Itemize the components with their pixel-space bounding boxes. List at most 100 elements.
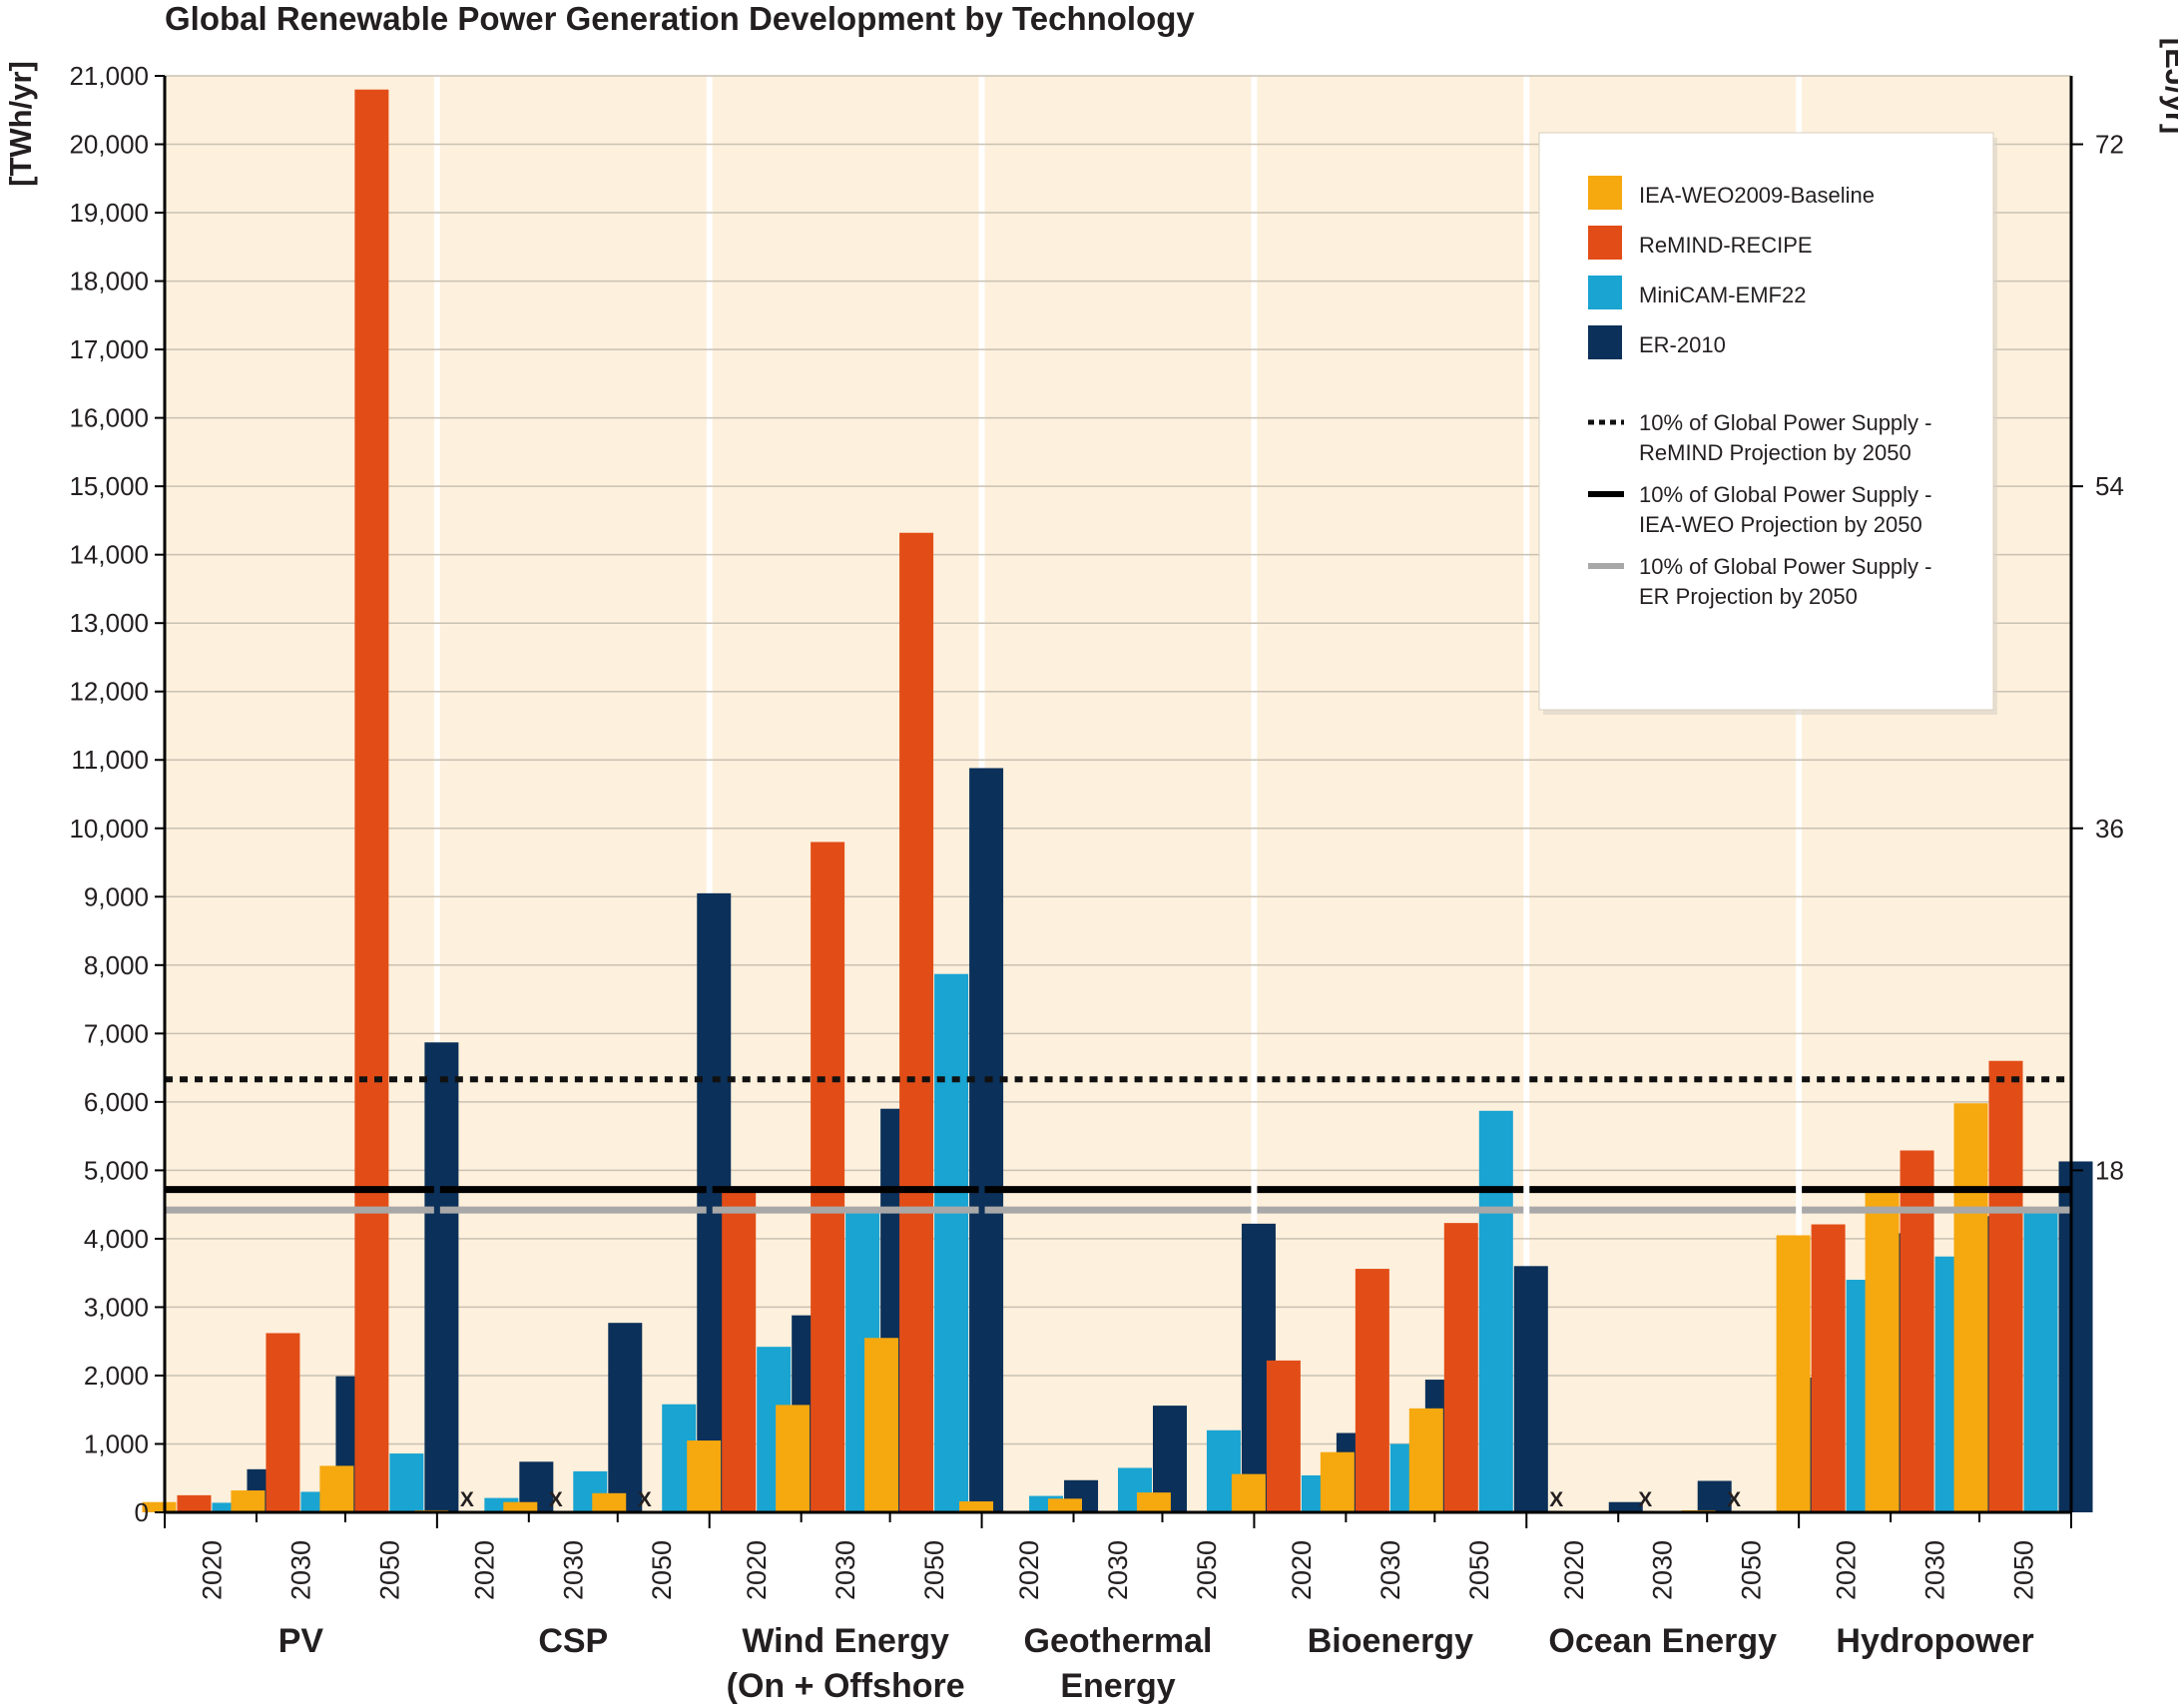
bar-minicam-emf22-bioenergy-2050 [1478,1110,1513,1512]
bar-remind-recipe-pv-2020 [177,1494,212,1512]
year-label-2020: 2020 [1287,1540,1317,1600]
reference-lines [165,1076,2071,1214]
y-tick-label-left: 17,000 [69,334,149,364]
legend-swatch-iea-weo2009-baseline [1588,176,1622,210]
legend-label-reference-line: ER Projection by 2050 [1639,584,1858,609]
legend: IEA-WEO2009-Baseline ReMIND-RECIPE MiniCAM… [1538,132,1997,715]
year-label-2050: 2050 [2009,1540,2039,1600]
group-label-geothermal: Geothermal [1024,1622,1213,1660]
year-label-2050: 2050 [374,1540,404,1600]
y-tick-label-left: 11,000 [71,745,149,775]
y-axis-label-right: [EJ/yr] [2159,38,2178,134]
y-tick-label-left: 21,000 [69,61,149,91]
year-label-2030: 2030 [1103,1540,1133,1600]
bar-iea-weo2009-baseline-hydropower-2050 [1953,1103,1988,1512]
y-tick-label-left: 12,000 [69,677,149,707]
year-label-2030: 2030 [558,1540,588,1600]
axes: 0 1,000 2,000 3,000 4,000 5,000 6,000 7,000 8,00… [69,61,2124,1528]
bar-minicam-emf22-wind-energy-2050 [934,973,969,1512]
bar-remind-recipe-bioenergy-2030 [1355,1269,1389,1512]
bar-remind-recipe-bioenergy-2050 [1443,1223,1478,1512]
missing-marker: X [1549,1488,1563,1511]
group-label-wind-energy: (On + Offshore [727,1667,965,1705]
bar-iea-weo2009-baseline-wind-energy-2020 [687,1440,722,1512]
legend-label-reference-line: IEA-WEO Projection by 2050 [1639,512,1922,537]
legend-label-er-2010: ER-2010 [1639,332,1726,357]
bar-remind-recipe-wind-energy-2020 [722,1189,757,1512]
bar-minicam-emf22-pv-2020 [212,1502,247,1512]
y-tick-label-left: 5,000 [84,1155,149,1185]
missing-marker: X [549,1488,563,1511]
year-label-2020: 2020 [1559,1540,1589,1600]
x-axis-labels: 2020 2030 2050 PV 2020 2030 2050 CSP 2020 2030 205… [197,1540,2038,1705]
y-tick-label-left: 10,000 [69,814,149,844]
legend-swatch-remind-recipe [1588,226,1622,260]
legend-label-remind-recipe: ReMIND-RECIPE [1639,233,1813,258]
panel-csp [439,76,707,1512]
bar-remind-recipe-hydropower-2020 [1811,1224,1846,1512]
legend-label-reference-line: 10% of Global Power Supply - [1639,482,1932,507]
bar-iea-weo2009-baseline-pv-2030 [231,1490,266,1512]
y-tick-label-left: 3,000 [84,1292,149,1322]
y-tick-label-right: 36 [2095,814,2124,844]
panel-geothermal-energy [984,76,1252,1512]
year-label-2030: 2030 [1375,1540,1405,1600]
year-label-2050: 2050 [1464,1540,1494,1600]
y-tick-label-right: 18 [2095,1155,2124,1185]
missing-marker: X [1638,1488,1652,1511]
year-label-2030: 2030 [1648,1540,1678,1600]
bar-iea-weo2009-baseline-pv-2050 [319,1465,354,1512]
legend-swatch-er-2010 [1588,325,1622,359]
bar-remind-recipe-bioenergy-2020 [1266,1360,1301,1512]
y-tick-label-left: 16,000 [69,403,149,433]
missing-marker: X [638,1488,652,1511]
y-tick-label-left: 20,000 [69,130,149,160]
y-tick-label-left: 18,000 [69,267,149,296]
year-label-2050: 2050 [1737,1540,1767,1600]
y-tick-label-left: 1,000 [84,1428,149,1458]
y-axis-label-left: [TWh/yr] [3,61,38,187]
y-tick-label-right: 72 [2095,130,2124,160]
bar-iea-weo2009-baseline-wind-energy-2050 [864,1338,899,1512]
year-label-2030: 2030 [285,1540,315,1600]
bar-iea-weo2009-baseline-csp-2050 [592,1492,627,1512]
bar-er-2010-wind-energy-2050 [969,768,1004,1512]
legend-label-minicam-emf22: MiniCAM-EMF22 [1639,283,1806,307]
bar-iea-weo2009-baseline-bioenergy-2050 [1408,1408,1443,1512]
group-label-pv: PV [278,1622,324,1660]
group-label-csp: CSP [538,1622,608,1660]
y-tick-label-left: 8,000 [84,950,149,980]
missing-marker: X [1727,1488,1741,1511]
bar-remind-recipe-wind-energy-2050 [899,532,934,1512]
y-tick-label-left: 13,000 [69,608,149,638]
bar-iea-weo2009-baseline-wind-energy-2030 [776,1405,811,1512]
y-tick-label-left: 6,000 [84,1087,149,1117]
bar-er-2010-pv-2050 [424,1042,459,1512]
group-label-wind-energy: Wind Energy [742,1622,949,1660]
year-label-2020: 2020 [742,1540,772,1600]
bar-remind-recipe-wind-energy-2030 [811,842,845,1512]
year-label-2020: 2020 [1014,1540,1044,1600]
bar-iea-weo2009-baseline-hydropower-2030 [1865,1190,1900,1512]
bar-remind-recipe-hydropower-2050 [1988,1060,2023,1512]
y-tick-label-left: 19,000 [69,198,149,228]
y-tick-label-left: 14,000 [69,540,149,570]
y-tick-label-left: 0 [135,1497,149,1527]
legend-swatch-minicam-emf22 [1588,276,1622,309]
bar-iea-weo2009-baseline-geothermal-2050 [1136,1492,1171,1512]
bar-er-2010-ocean-energy-2030 [1697,1480,1732,1512]
bar-iea-weo2009-baseline-hydropower-2020 [1776,1235,1811,1512]
y-tick-label-left: 15,000 [69,471,149,501]
plot-area [165,76,2071,1512]
chart-title: Global Renewable Power Generation Develo… [165,0,1195,37]
bar-iea-weo2009-baseline-geothermal-2020 [959,1501,994,1512]
year-label-2030: 2030 [830,1540,860,1600]
year-label-2050: 2050 [647,1540,677,1600]
y-tick-label-left: 7,000 [84,1018,149,1048]
year-label-2050: 2050 [919,1540,949,1600]
group-label-geothermal: Energy [1060,1667,1175,1705]
legend-label-reference-line: 10% of Global Power Supply - [1639,410,1932,435]
year-label-2020: 2020 [469,1540,499,1600]
